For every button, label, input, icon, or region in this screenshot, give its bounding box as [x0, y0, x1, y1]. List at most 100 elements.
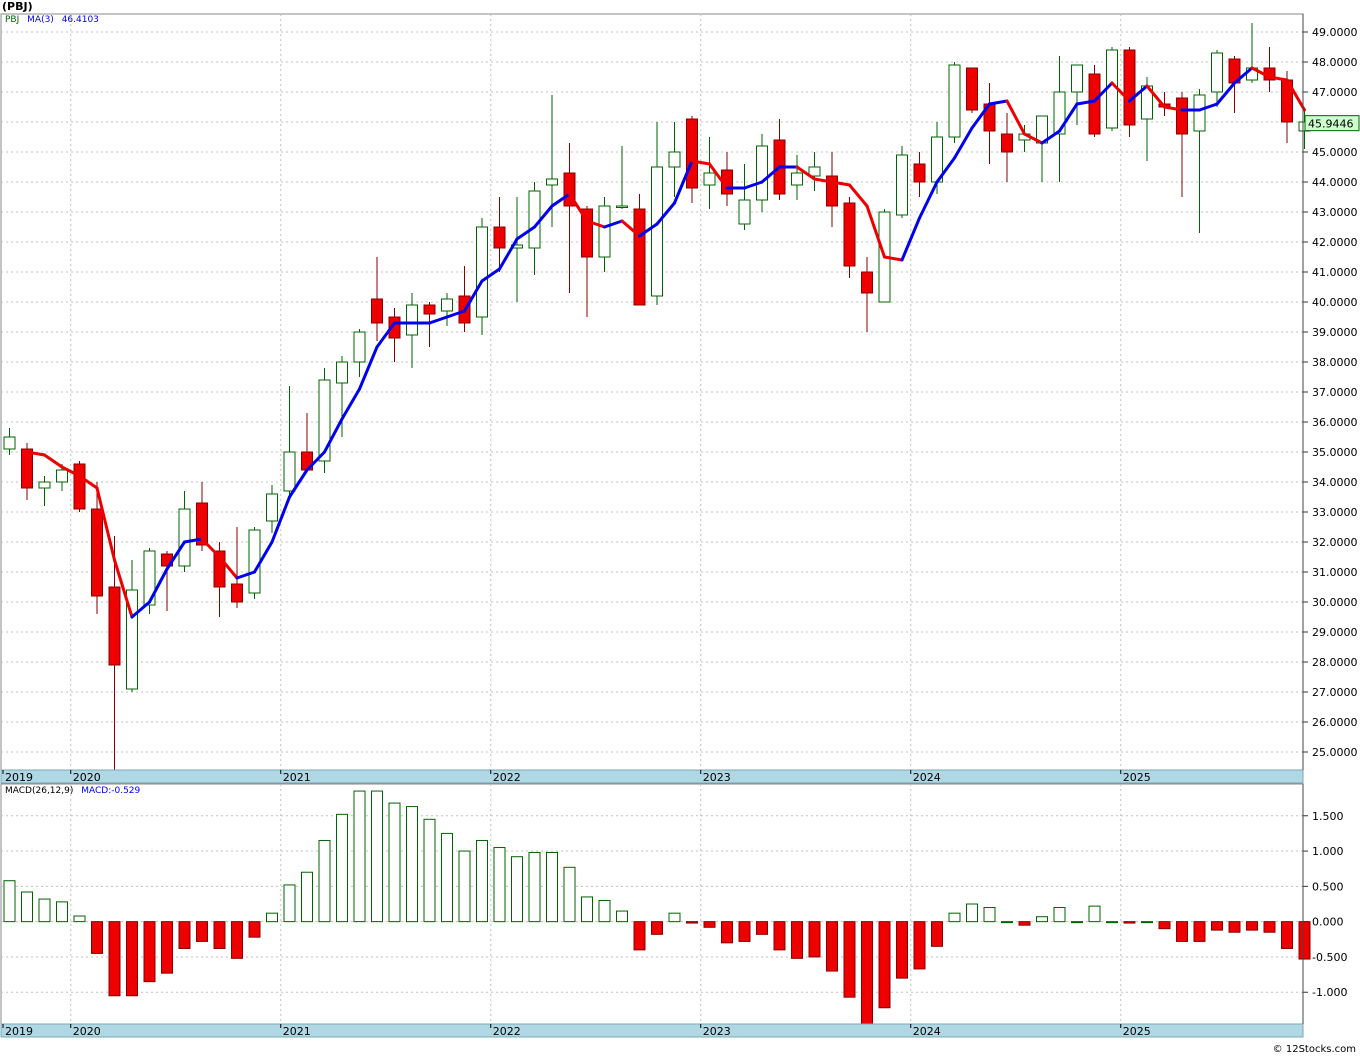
candle — [126, 560, 138, 692]
ma-segment — [428, 315, 449, 325]
candle-body — [703, 172, 716, 186]
price-tick-label: 28.0000 — [1312, 656, 1358, 669]
ma-segment — [1215, 81, 1236, 106]
macd-bar — [493, 847, 506, 923]
candle-body — [948, 64, 961, 138]
candle-body — [528, 190, 541, 249]
macd-bar — [108, 921, 121, 997]
macd-bar — [3, 880, 16, 923]
candle-body — [563, 172, 576, 207]
candle — [633, 194, 646, 306]
candle-body — [336, 361, 348, 384]
candle — [3, 428, 16, 455]
candle — [371, 257, 383, 341]
macd-bar — [878, 921, 891, 1009]
candle-body — [353, 331, 366, 363]
candle-body — [38, 481, 51, 489]
candle-body — [686, 118, 698, 189]
candle-body — [56, 469, 68, 483]
macd-bar — [371, 790, 383, 923]
candle-body — [598, 205, 611, 258]
candle — [38, 476, 51, 506]
candle-body — [178, 508, 191, 567]
macd-bar — [1228, 921, 1241, 933]
macd-panel-frame — [0, 783, 1304, 1025]
candle — [896, 146, 908, 218]
ma-segment — [1128, 84, 1149, 103]
ma-segment — [568, 192, 589, 223]
macd-bar — [1071, 921, 1083, 924]
ma-segment — [1250, 66, 1271, 79]
macd-tick-label: -0.500 — [1312, 951, 1347, 964]
candle — [1071, 64, 1083, 125]
macd-bar — [1246, 921, 1258, 931]
macd-bar — [1141, 921, 1153, 924]
price-tick-label: 34.0000 — [1312, 476, 1358, 489]
macd-bar — [1018, 921, 1031, 926]
macd-bar — [668, 912, 681, 923]
ma-segment — [515, 225, 536, 241]
candle-body — [581, 208, 593, 258]
price-legend-symbol: PBJ — [5, 15, 20, 25]
macd-bar — [1158, 921, 1171, 930]
candle-body — [791, 172, 803, 186]
candle-body — [108, 586, 121, 666]
candle-body — [896, 154, 908, 216]
ma-segment — [865, 204, 886, 259]
ma-segment — [1110, 81, 1131, 103]
candle-body — [1211, 52, 1223, 93]
macd-bar — [598, 899, 611, 923]
ma-segment — [1040, 129, 1061, 145]
macd-bar — [773, 921, 786, 951]
macd-bar — [686, 921, 698, 924]
price-tick-label: 45.0000 — [1312, 146, 1358, 159]
macd-bar — [966, 903, 978, 923]
candle — [91, 482, 103, 614]
price-date-axis-bg — [0, 769, 1304, 784]
candle-body — [1123, 49, 1136, 126]
last-price-text: 45.9446 — [1308, 118, 1354, 131]
candle — [1193, 89, 1206, 233]
candle — [756, 134, 768, 212]
candle — [231, 527, 243, 608]
year-label: 2024 — [913, 771, 941, 784]
candle — [913, 152, 926, 197]
macd-bar — [581, 896, 593, 923]
macd-bar — [353, 790, 366, 923]
macd-bar — [808, 921, 821, 958]
candle — [808, 152, 821, 191]
price-date-axis: 2019 2020 2021 2022 2023 2024 2025 — [0, 769, 1304, 784]
macd-bar — [196, 921, 208, 942]
macd-tick-label: 1.500 — [1312, 810, 1344, 823]
macd-bar — [633, 921, 646, 951]
macd-bar — [21, 891, 33, 923]
macd-bar — [703, 921, 716, 928]
candle — [1211, 50, 1223, 107]
candle-body — [388, 316, 401, 339]
macd-bar — [1001, 921, 1013, 924]
price-tick-label: 27.0000 — [1312, 686, 1358, 699]
macd-bar — [161, 921, 173, 974]
candle — [861, 257, 873, 332]
macd-legend-value: MACD:-0.529 — [81, 786, 141, 796]
macd-bar — [756, 921, 768, 935]
candle — [1001, 113, 1013, 182]
candle-body — [318, 379, 331, 462]
ma-segment — [550, 192, 571, 208]
ma-segment — [935, 156, 956, 184]
price-tick-label: 43.0000 — [1312, 206, 1358, 219]
candle-body — [843, 202, 856, 267]
macd-bar — [38, 898, 51, 923]
price-tick-label: 25.0000 — [1312, 746, 1358, 759]
ma-segment — [498, 237, 519, 271]
ma-segment — [200, 537, 221, 559]
macd-bar — [861, 921, 873, 1025]
candle-body — [756, 145, 768, 201]
candle-body — [738, 199, 751, 225]
ma-segment — [638, 222, 659, 238]
ma-segment — [918, 180, 939, 220]
ma-segment — [480, 267, 501, 283]
macd-date-axis-bg — [0, 1023, 1304, 1038]
year-label: 2021 — [283, 1025, 311, 1038]
